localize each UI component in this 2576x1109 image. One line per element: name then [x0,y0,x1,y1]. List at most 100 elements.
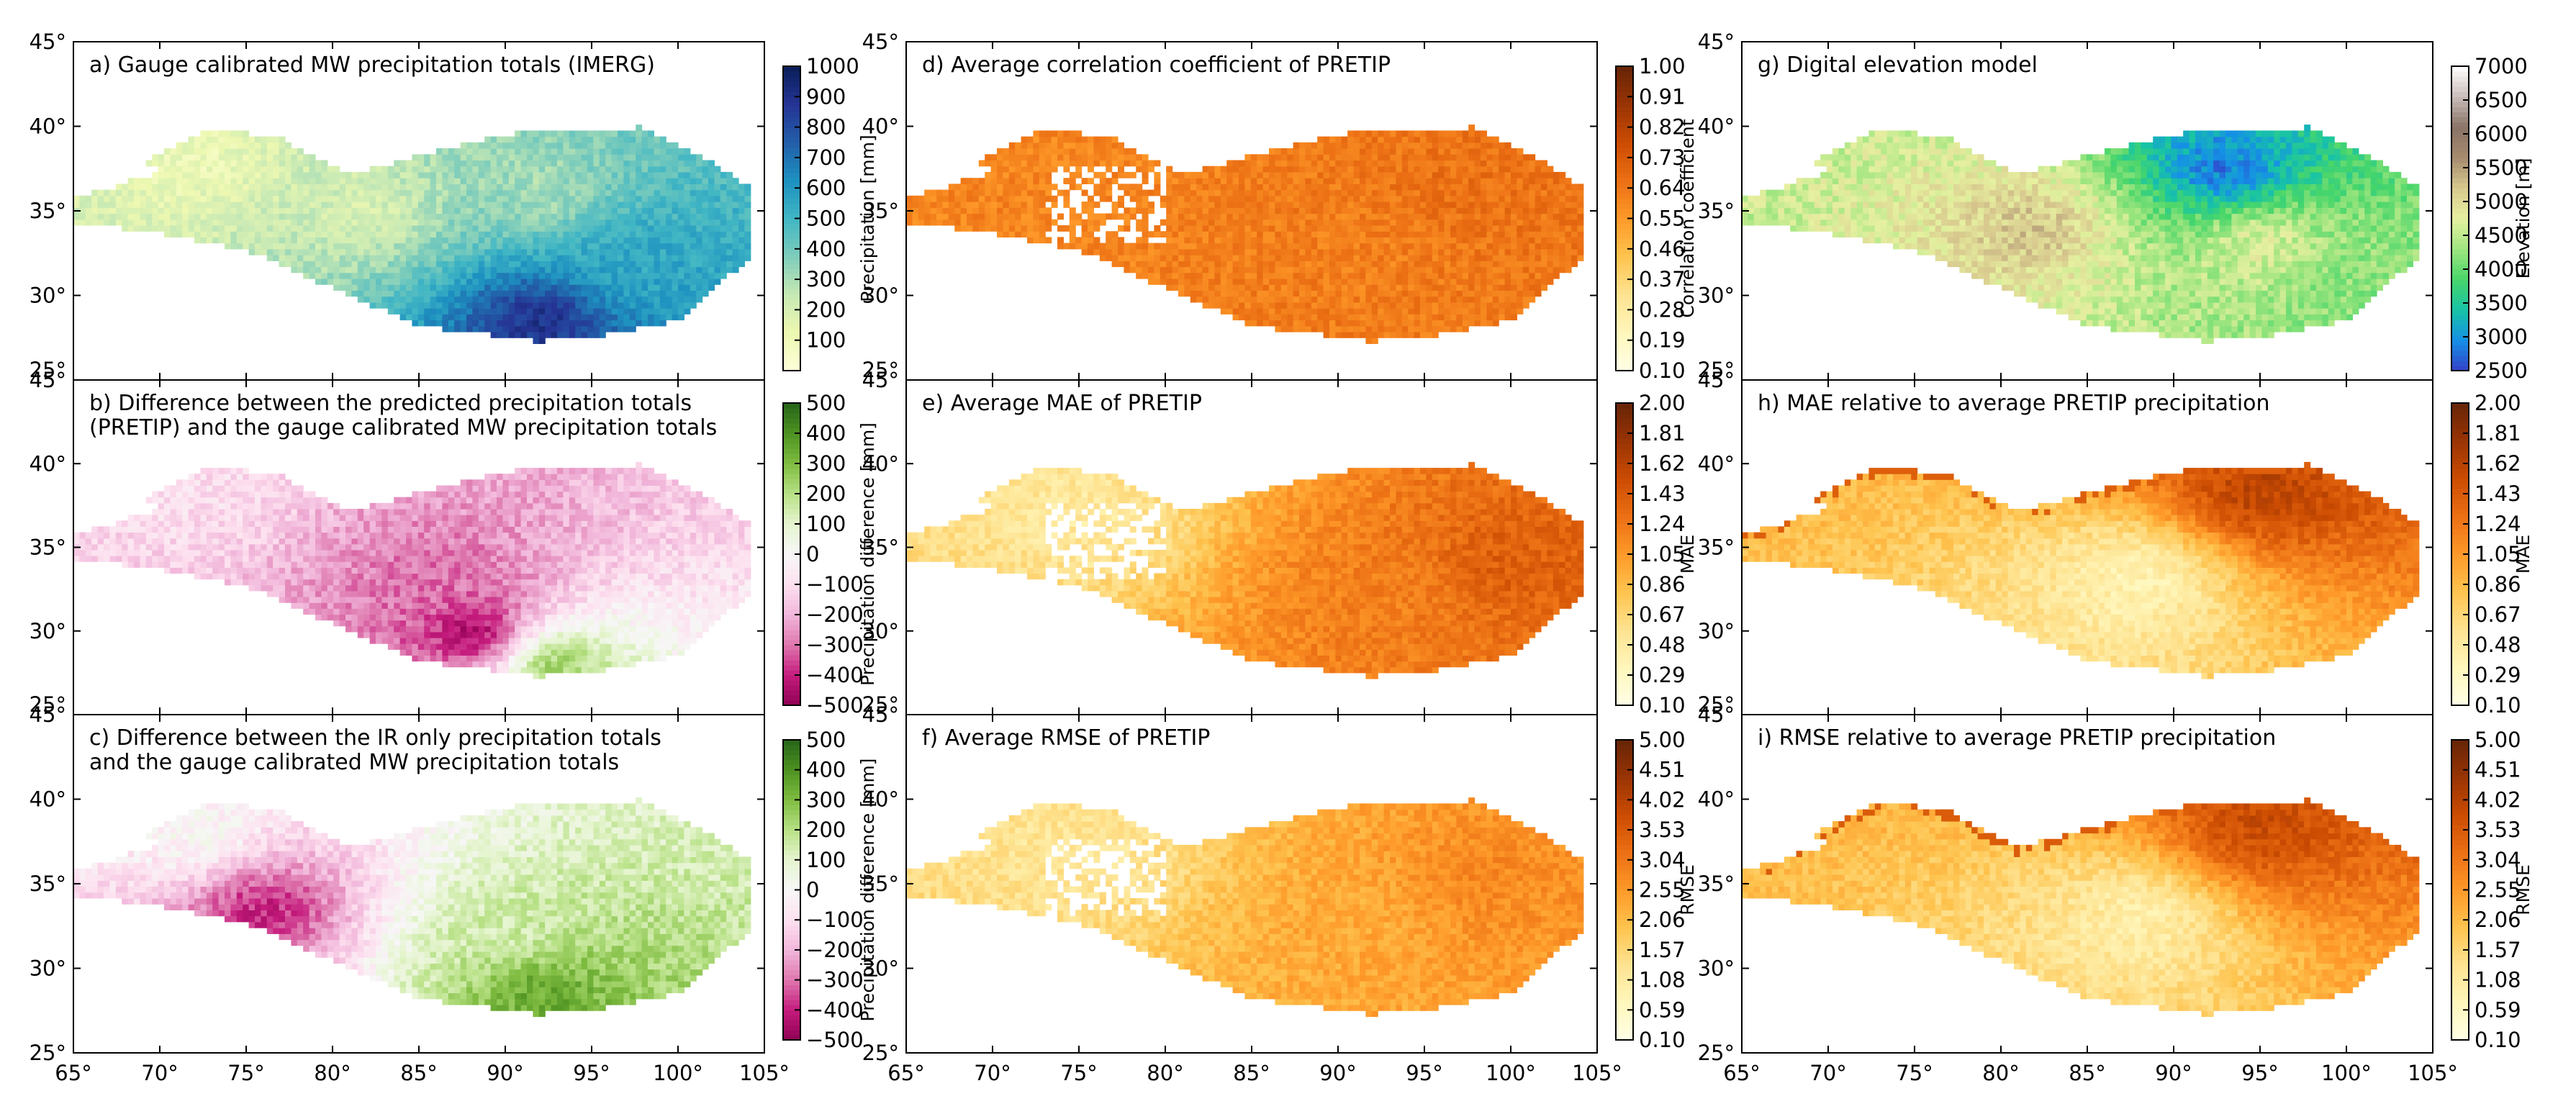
heatmap-cell [696,172,702,178]
heatmap-cell [454,225,461,232]
heatmap-cell [448,267,455,273]
heatmap-cell [660,320,666,327]
heatmap-cell [484,515,491,521]
heatmap-cell [237,509,243,515]
heatmap-cell [430,520,437,527]
heatmap-cell [479,231,485,237]
heatmap-cell [582,284,588,291]
heatmap-cell [600,503,606,510]
heatmap-cell [533,591,539,597]
heatmap-cell [509,273,515,279]
heatmap-cell [104,196,110,202]
heatmap-cell [551,178,558,184]
heatmap-cell [146,178,153,184]
heatmap-cell [461,591,467,597]
heatmap-cell [400,314,407,320]
heatmap-cell [563,550,569,556]
heatmap-cell [587,638,594,644]
heatmap-cell [648,308,654,314]
heatmap-cell [521,154,528,160]
heatmap-cell [146,550,153,556]
heatmap-cell [491,638,497,644]
heatmap-cell [533,243,539,250]
heatmap-cell [418,249,425,255]
heatmap-cell [140,533,146,539]
heatmap-cell [442,172,448,178]
heatmap-cell [484,202,491,208]
heatmap-cell [291,591,297,597]
heatmap-cell [285,243,292,250]
heatmap-cell [394,591,400,597]
heatmap-cell [158,538,165,545]
heatmap-cell [297,591,304,597]
heatmap-cell [309,492,316,498]
heatmap-cell [575,219,582,226]
heatmap-cell [418,320,425,327]
heatmap-cell [400,649,407,656]
heatmap-cell [479,597,485,603]
heatmap-cell [696,160,702,167]
heatmap-cell [381,544,388,551]
heatmap-cell [539,509,546,515]
heatmap-cell [593,667,600,674]
heatmap-cell [430,196,437,202]
heatmap-cell [212,166,219,173]
heatmap-cell [140,561,146,568]
heatmap-cell [152,214,158,220]
heatmap-cell [509,184,515,190]
heatmap-cell [418,567,425,574]
heatmap-cell [448,550,455,556]
heatmap-cell [424,178,430,184]
heatmap-cell [358,214,364,220]
heatmap-cell [297,196,304,202]
heatmap-cell [436,544,443,551]
heatmap-cell [448,486,455,492]
heatmap-cell [400,509,407,515]
heatmap-cell [545,219,551,226]
heatmap-cell [527,661,533,668]
heatmap-cell [582,178,588,184]
heatmap-cell [702,214,709,220]
heatmap-cell [618,184,624,190]
heatmap-cell [461,243,467,250]
heatmap-cell [491,479,497,486]
heatmap-cell [237,533,243,539]
heatmap-cell [636,219,642,226]
heatmap-cell [605,279,612,285]
heatmap-cell [623,486,630,492]
heatmap-cell [497,638,503,644]
heatmap-cell [358,290,364,297]
heatmap-cell [515,314,521,320]
heatmap-cell [630,202,636,208]
heatmap-cell [394,574,400,580]
heatmap-cell [297,237,304,243]
heatmap-cell [533,632,539,638]
heatmap-cell [219,137,225,143]
heatmap-cell [527,556,533,562]
heatmap-cell [672,297,679,303]
heatmap-cell [212,178,219,184]
heatmap-cell [237,237,243,243]
heatmap-cell [321,166,327,173]
heatmap-cell [321,249,327,255]
heatmap-cell [521,148,528,155]
heatmap-cell [533,474,539,480]
heatmap-cell [189,520,195,527]
heatmap-cell [484,267,491,273]
heatmap-cell [491,154,497,160]
heatmap-cell [418,219,425,226]
heatmap-cell [551,620,558,627]
heatmap-cell [109,190,116,196]
heatmap-cell [249,538,256,545]
heatmap-cell [267,520,274,527]
heatmap-cell [448,320,455,327]
heatmap-cell [630,267,636,273]
heatmap-cell [351,597,358,603]
heatmap-cell [79,196,86,202]
heatmap-cell [327,509,334,515]
heatmap-cell [351,196,358,202]
heatmap-cell [502,602,509,609]
heatmap-cell [491,314,497,320]
heatmap-cell [461,620,467,627]
heatmap-cell [515,302,521,309]
